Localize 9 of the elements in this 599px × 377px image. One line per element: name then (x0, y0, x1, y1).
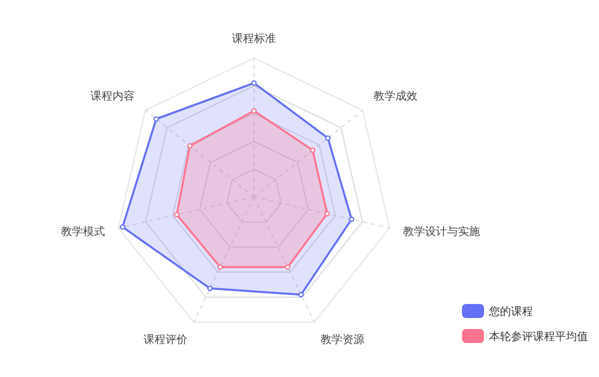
legend-label: 您的课程 (488, 305, 533, 318)
spoke-label: 课程评价 (144, 332, 188, 346)
legend-label: 本轮参评课程平均值 (489, 330, 588, 343)
spoke-label: 教学设计与实施 (403, 225, 480, 238)
spoke-label: 课程标准 (232, 32, 276, 45)
spoke-label: 教学模式 (60, 225, 105, 238)
spoke-label: 课程内容 (90, 90, 134, 103)
spoke-label: 教学成效 (374, 90, 418, 103)
spoke-label: 教学资源 (320, 332, 364, 346)
